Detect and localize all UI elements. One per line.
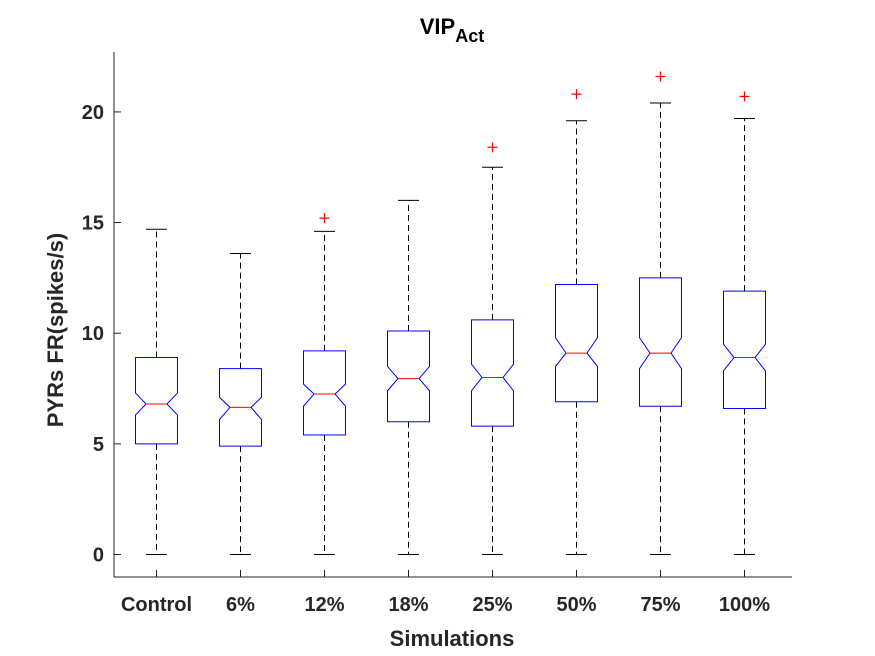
x-axis-title: Simulations	[390, 626, 515, 651]
x-tick-label: 100%	[719, 594, 770, 616]
y-tick-label: 5	[93, 434, 104, 456]
outlier-marker	[487, 142, 498, 153]
x-tick-label: 6%	[226, 594, 255, 616]
x-tick-label: 18%	[388, 594, 428, 616]
plot-area: 0 5 10 15 20 Control 6% 12% 18% 25% 50% 75% 100%	[82, 52, 792, 616]
outlier-marker	[739, 91, 750, 102]
chart-title-main: VIP	[420, 14, 455, 39]
y-tick-label: 10	[82, 323, 104, 345]
box-body	[219, 368, 262, 447]
outlier-marker	[655, 71, 666, 82]
box-body	[387, 330, 430, 423]
y-tick-label: 15	[82, 213, 104, 235]
box-body	[555, 284, 598, 403]
chart-title: VIPAct	[420, 14, 484, 46]
outlier-marker	[319, 213, 330, 224]
y-axis-title: PYRs FR(spikes/s)	[43, 233, 68, 427]
box-body	[723, 290, 766, 409]
box-body	[135, 357, 178, 445]
x-tick-label: 50%	[556, 594, 596, 616]
x-tick-label: 25%	[472, 594, 512, 616]
y-tick-label: 0	[93, 545, 104, 567]
x-tick-label: Control	[121, 594, 192, 616]
box-body	[639, 277, 682, 407]
x-tick-label: 12%	[304, 594, 344, 616]
x-tick-label: 75%	[640, 594, 680, 616]
chart-title-subscript: Act	[455, 26, 484, 46]
box-body	[471, 319, 514, 427]
box-body	[303, 350, 346, 436]
outlier-marker	[571, 89, 582, 100]
y-tick-label: 20	[82, 102, 104, 124]
